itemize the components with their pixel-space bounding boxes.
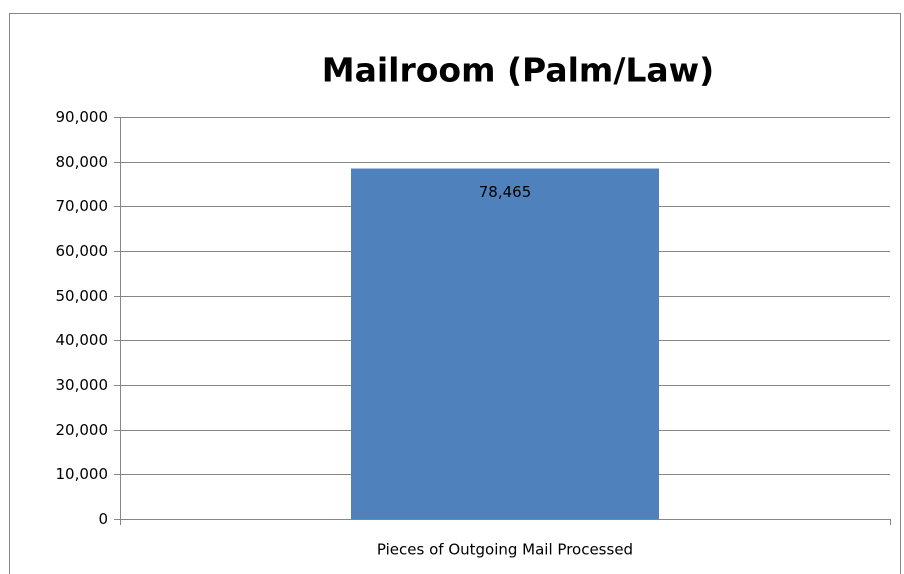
- y-tick-label: 80,000: [56, 153, 109, 171]
- y-tick-label: 70,000: [56, 197, 109, 215]
- x-tick-label: Pieces of Outgoing Mail Processed: [377, 541, 633, 559]
- y-tick-label: 30,000: [56, 376, 109, 394]
- y-tick-label: 40,000: [56, 331, 109, 349]
- y-tick-label: 60,000: [56, 242, 109, 260]
- bar: [351, 168, 659, 519]
- chart-border: [9, 13, 901, 574]
- y-tick-label: 50,000: [56, 287, 109, 305]
- y-tick-label: 90,000: [56, 108, 109, 126]
- y-tick-label: 0: [98, 510, 108, 528]
- y-tick-label: 10,000: [56, 465, 109, 483]
- y-tick-label: 20,000: [56, 421, 109, 439]
- data-label: 78,465: [479, 183, 532, 201]
- chart-title: Mailroom (Palm/Law): [322, 51, 715, 90]
